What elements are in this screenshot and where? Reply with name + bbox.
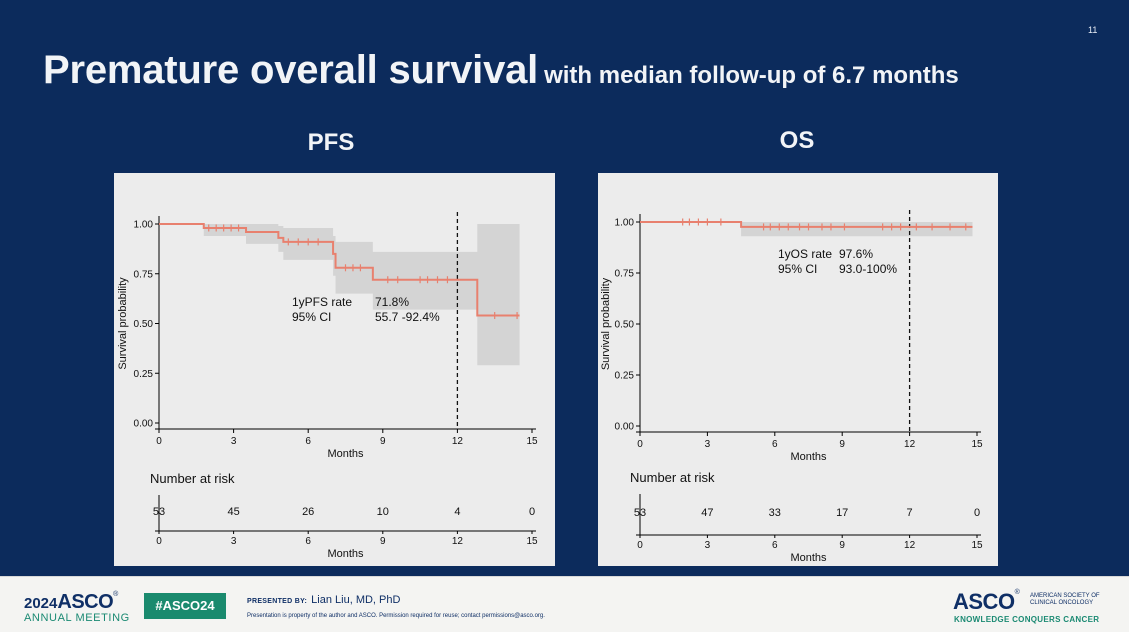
asco-logo: ASCO® AMERICAN SOCIETY OF CLINICAL ONCOLO… bbox=[953, 589, 1100, 624]
slide: 11 Premature overall survival with median… bbox=[43, 25, 1098, 566]
meeting-brand: ASCO bbox=[57, 591, 114, 613]
x-tick-label: 6 bbox=[772, 439, 778, 450]
slide-number: 11 bbox=[1088, 25, 1098, 35]
presented-by-label: PRESENTED BY: bbox=[247, 598, 308, 605]
x-axis-title: Months bbox=[327, 448, 364, 460]
annotation-rate-label: 1yOS rate bbox=[778, 247, 832, 261]
y-tick-label: 0.50 bbox=[615, 320, 635, 331]
risk-count: 0 bbox=[974, 507, 980, 519]
y-tick-label: 0.00 bbox=[615, 422, 635, 433]
risk-count: 4 bbox=[454, 506, 460, 518]
risk-table-x-tick-label: 0 bbox=[637, 540, 643, 551]
slide-title-sub: with median follow-up of 6.7 months bbox=[544, 62, 959, 89]
presented-by: PRESENTED BY: Lian Liu, MD, PhD bbox=[247, 594, 400, 606]
annotation-rate-value: 97.6% bbox=[839, 247, 873, 261]
y-tick-label: 0.25 bbox=[615, 371, 635, 382]
x-tick-label: 12 bbox=[452, 436, 464, 447]
risk-table-x-axis-title: Months bbox=[790, 552, 827, 564]
pfs-chart-panel: 0.00 0.25 0.50 0.75 1.00 0 3 6 9 12 15 Months Surviv… bbox=[114, 173, 555, 566]
x-tick-label: 15 bbox=[971, 439, 983, 450]
annotation-ci-label: 95% CI bbox=[292, 310, 331, 324]
risk-count: 10 bbox=[377, 506, 389, 518]
annotation-ci-value: 55.7 -92.4% bbox=[375, 310, 440, 324]
risk-table-x-tick-label: 6 bbox=[772, 540, 778, 551]
risk-count: 47 bbox=[701, 507, 713, 519]
annotation-rate-value: 71.8% bbox=[375, 295, 409, 309]
risk-count: 53 bbox=[153, 506, 165, 518]
x-tick-label: 9 bbox=[839, 439, 845, 450]
y-tick-label: 1.00 bbox=[134, 220, 154, 231]
annotation-ci-value: 93.0-100% bbox=[839, 262, 897, 276]
pfs-panel-title: PFS bbox=[307, 129, 355, 156]
risk-table-x-tick-label: 15 bbox=[971, 540, 983, 551]
x-tick-label: 3 bbox=[705, 439, 711, 450]
survival-curve bbox=[640, 221, 973, 228]
meeting-name: ANNUAL MEETING bbox=[24, 612, 130, 624]
society-name: AMERICAN SOCIETY OF CLINICAL ONCOLOGY bbox=[1030, 593, 1100, 606]
risk-table-title: Number at risk bbox=[150, 471, 235, 486]
x-tick-label: 9 bbox=[380, 436, 386, 447]
risk-table-x-tick-label: 12 bbox=[904, 540, 916, 551]
risk-table-x-axis-title: Months bbox=[327, 548, 364, 560]
y-tick-label: 0.25 bbox=[134, 369, 154, 380]
x-tick-label: 3 bbox=[231, 436, 237, 447]
footer: 2024ASCO® ANNUAL MEETING #ASCO24 PRESENT… bbox=[0, 576, 1129, 632]
os-km-chart: 0.00 0.25 0.50 0.75 1.00 0 3 6 9 12 15 Months Surviv… bbox=[600, 210, 983, 564]
annotation-ci-label: 95% CI bbox=[778, 262, 817, 276]
risk-count: 7 bbox=[907, 507, 913, 519]
risk-table-x-tick-label: 15 bbox=[526, 536, 538, 547]
y-axis-title: Survival probability bbox=[600, 277, 612, 370]
x-tick-label: 0 bbox=[156, 436, 162, 447]
y-tick-label: 0.75 bbox=[134, 269, 154, 280]
meeting-year: 2024 bbox=[24, 595, 58, 612]
risk-table-title: Number at risk bbox=[630, 470, 715, 485]
y-tick-label: 0.50 bbox=[134, 319, 154, 330]
risk-count: 33 bbox=[769, 507, 781, 519]
risk-table-x-tick-label: 9 bbox=[839, 540, 845, 551]
annotation-rate-label: 1yPFS rate bbox=[292, 295, 352, 309]
pfs-km-chart: 0.00 0.25 0.50 0.75 1.00 0 3 6 9 12 15 Months Surviv… bbox=[117, 212, 538, 560]
risk-table-x-tick-label: 12 bbox=[452, 536, 464, 547]
x-tick-label: 12 bbox=[904, 439, 916, 450]
copyright-notice: Presentation is property of the author a… bbox=[247, 613, 545, 619]
os-chart-panel: 0.00 0.25 0.50 0.75 1.00 0 3 6 9 12 15 Months Surviv… bbox=[598, 173, 998, 566]
risk-count: 53 bbox=[634, 507, 646, 519]
presenter-name: Lian Liu, MD, PhD bbox=[311, 594, 401, 606]
risk-table-x-tick-label: 9 bbox=[380, 536, 386, 547]
x-tick-label: 6 bbox=[305, 436, 311, 447]
hashtag-badge: #ASCO24 bbox=[144, 593, 226, 619]
x-tick-label: 0 bbox=[637, 439, 643, 450]
risk-count: 45 bbox=[227, 506, 239, 518]
x-axis-title: Months bbox=[790, 451, 827, 463]
os-panel-title: OS bbox=[779, 127, 815, 154]
meeting-logo: 2024ASCO® ANNUAL MEETING bbox=[24, 591, 130, 624]
risk-table-x-tick-label: 3 bbox=[231, 536, 237, 547]
risk-count: 26 bbox=[302, 506, 314, 518]
risk-count: 0 bbox=[529, 506, 535, 518]
risk-table-x-tick-label: 0 bbox=[156, 536, 162, 547]
y-axis-title: Survival probability bbox=[117, 277, 129, 370]
asco-logo-text: ASCO bbox=[953, 589, 1015, 614]
y-tick-label: 1.00 bbox=[615, 218, 635, 229]
risk-table-x-tick-label: 3 bbox=[705, 540, 711, 551]
ci-band bbox=[159, 224, 520, 366]
y-tick-label: 0.00 bbox=[134, 419, 154, 430]
slide-title: Premature overall survival with median fo… bbox=[43, 48, 959, 93]
risk-count: 17 bbox=[836, 507, 848, 519]
ci-band bbox=[640, 222, 973, 237]
asco-tagline: KNOWLEDGE CONQUERS CANCER bbox=[954, 615, 1100, 624]
x-tick-label: 15 bbox=[526, 436, 538, 447]
slide-title-main: Premature overall survival bbox=[43, 48, 539, 92]
risk-table-x-tick-label: 6 bbox=[305, 536, 311, 547]
y-tick-label: 0.75 bbox=[615, 269, 635, 280]
